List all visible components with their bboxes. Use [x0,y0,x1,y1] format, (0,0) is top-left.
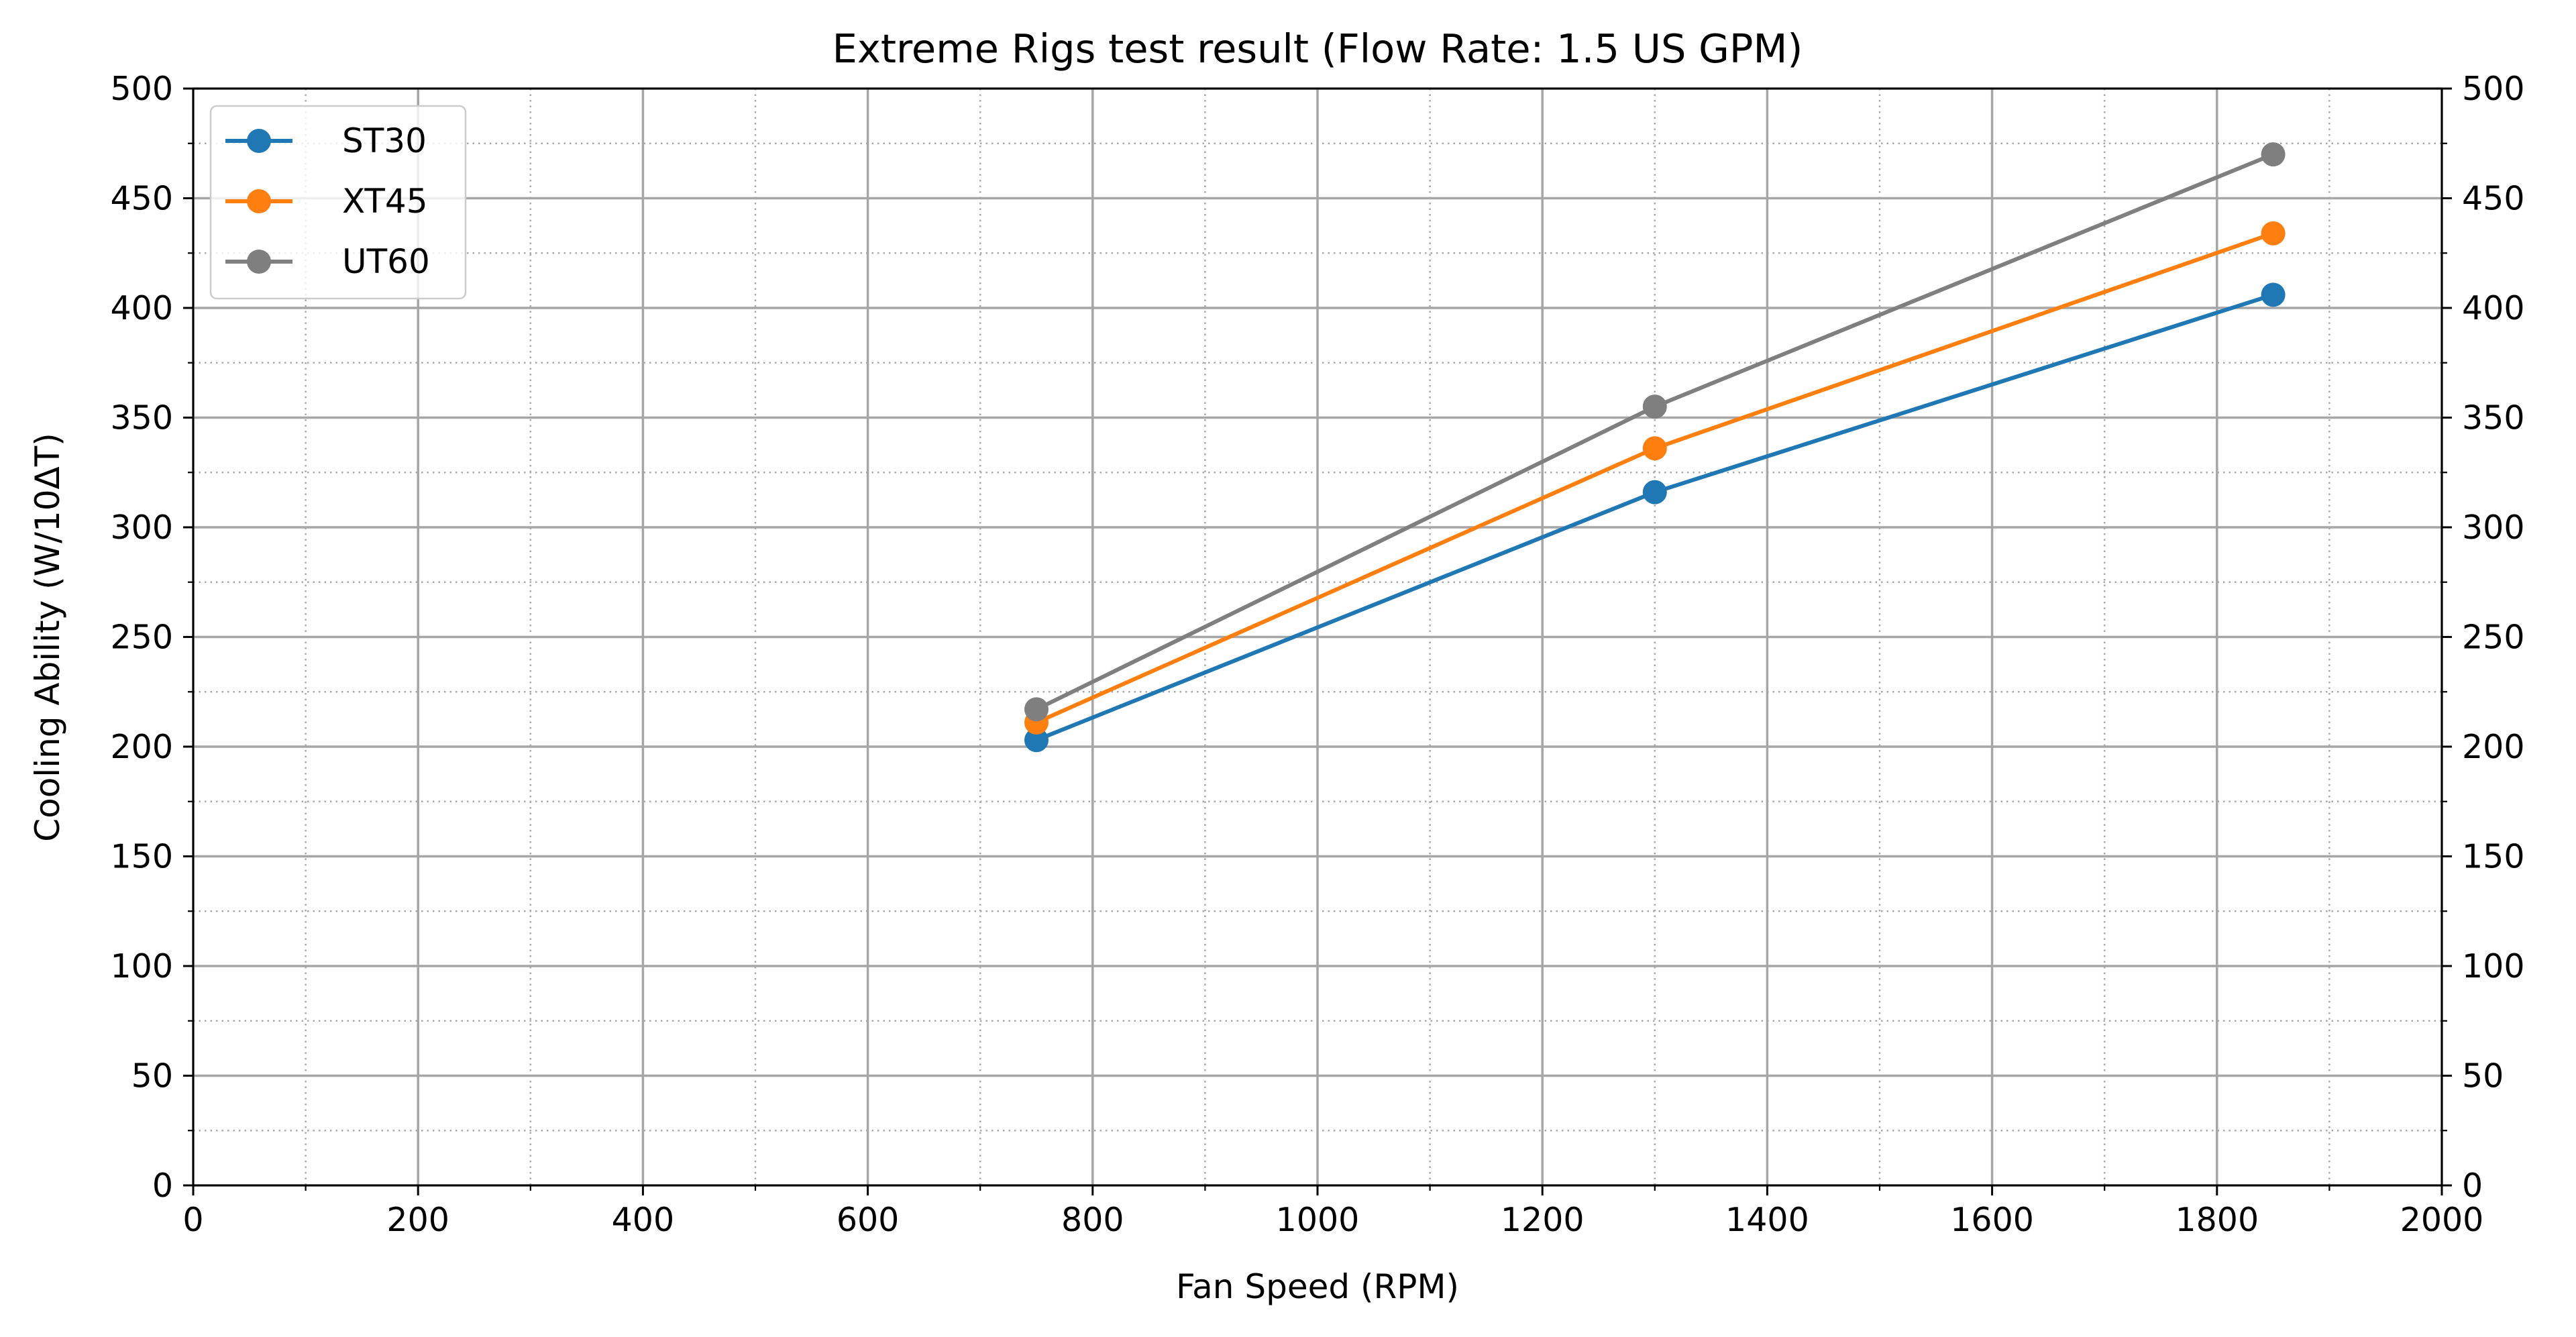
x-axis-label: Fan Speed (RPM) [1176,1267,1459,1306]
legend-items: ST30 XT45 UT60 [225,121,430,281]
y-tick-label-right: 300 [2462,509,2525,547]
y-tick-label-right: 500 [2462,70,2525,108]
legend-label: ST30 [342,121,427,160]
y-axis-label: Cooling Ability (W/10ΔT) [28,433,67,842]
y-tick-label-right: 100 [2462,947,2525,985]
ticks [183,87,2452,1195]
y-tick-label-right: 250 [2462,619,2525,657]
legend-item-ut60: UT60 [225,242,430,281]
y-tick-label-left: 100 [110,947,173,985]
data-point-ut60 [1642,394,1667,419]
y-tick-labels-right: 0 50 100 150 200 250 300 350 400 450 500 [2462,70,2525,1205]
series-st30 [1024,282,2286,753]
legend-swatch-marker [247,129,271,153]
y-tick-label-left: 250 [110,619,173,657]
x-tick-labels: 0 200 400 600 800 1000 1200 1400 1600 1800 2000 [182,1201,2483,1239]
y-tick-label-right: 350 [2462,399,2525,437]
y-tick-label-left: 450 [110,180,173,218]
y-tick-label-right: 450 [2462,180,2525,218]
y-tick-label-left: 200 [110,728,173,766]
x-tick-label: 1400 [1725,1201,1809,1239]
x-tick-label: 2000 [2400,1201,2484,1239]
y-tick-label-right: 0 [2462,1167,2483,1205]
y-tick-label-left: 400 [110,289,173,327]
y-tick-label-left: 0 [152,1167,173,1205]
y-tick-label-right: 200 [2462,728,2525,766]
x-tick-label: 800 [1061,1201,1124,1239]
x-tick-label: 200 [386,1201,449,1239]
y-tick-label-left: 500 [110,70,173,108]
legend-label: UT60 [342,242,430,281]
data-point-xt45 [1642,436,1667,461]
y-tick-label-left: 300 [110,509,173,547]
data-point-xt45 [2261,221,2286,246]
data-point-st30 [1642,480,1667,504]
x-tick-label: 1600 [1950,1201,2034,1239]
legend-item-st30: ST30 [225,121,427,160]
legend-swatch-marker [247,189,271,213]
series-ut60 [1024,142,2286,722]
data-point-st30 [1024,728,1049,753]
x-tick-label: 1800 [2175,1201,2259,1239]
y-tick-label-right: 400 [2462,289,2525,327]
y-tick-label-left: 50 [131,1057,173,1095]
data-point-st30 [2261,282,2286,307]
y-tick-label-left: 350 [110,399,173,437]
x-tick-label: 600 [837,1201,900,1239]
x-tick-label: 1200 [1501,1201,1585,1239]
x-tick-label: 0 [182,1201,203,1239]
chart-title: Extreme Rigs test result (Flow Rate: 1.5… [833,25,1803,72]
legend-label: XT45 [342,182,428,221]
legend-item-xt45: XT45 [225,182,428,221]
y-tick-label-left: 150 [110,838,173,876]
series-layer [1024,142,2286,753]
x-tick-label: 1000 [1276,1201,1360,1239]
x-tick-label: 400 [612,1201,675,1239]
y-tick-labels-left: 0 50 100 150 200 250 300 350 400 450 500 [110,70,173,1205]
data-point-ut60 [2261,142,2286,167]
legend-box [209,105,467,300]
data-point-ut60 [1024,697,1049,722]
legend: ST30 XT45 UT60 [209,105,467,300]
y-tick-label-right: 150 [2462,838,2525,876]
y-tick-label-right: 50 [2462,1057,2504,1095]
legend-swatch-marker [247,250,271,274]
